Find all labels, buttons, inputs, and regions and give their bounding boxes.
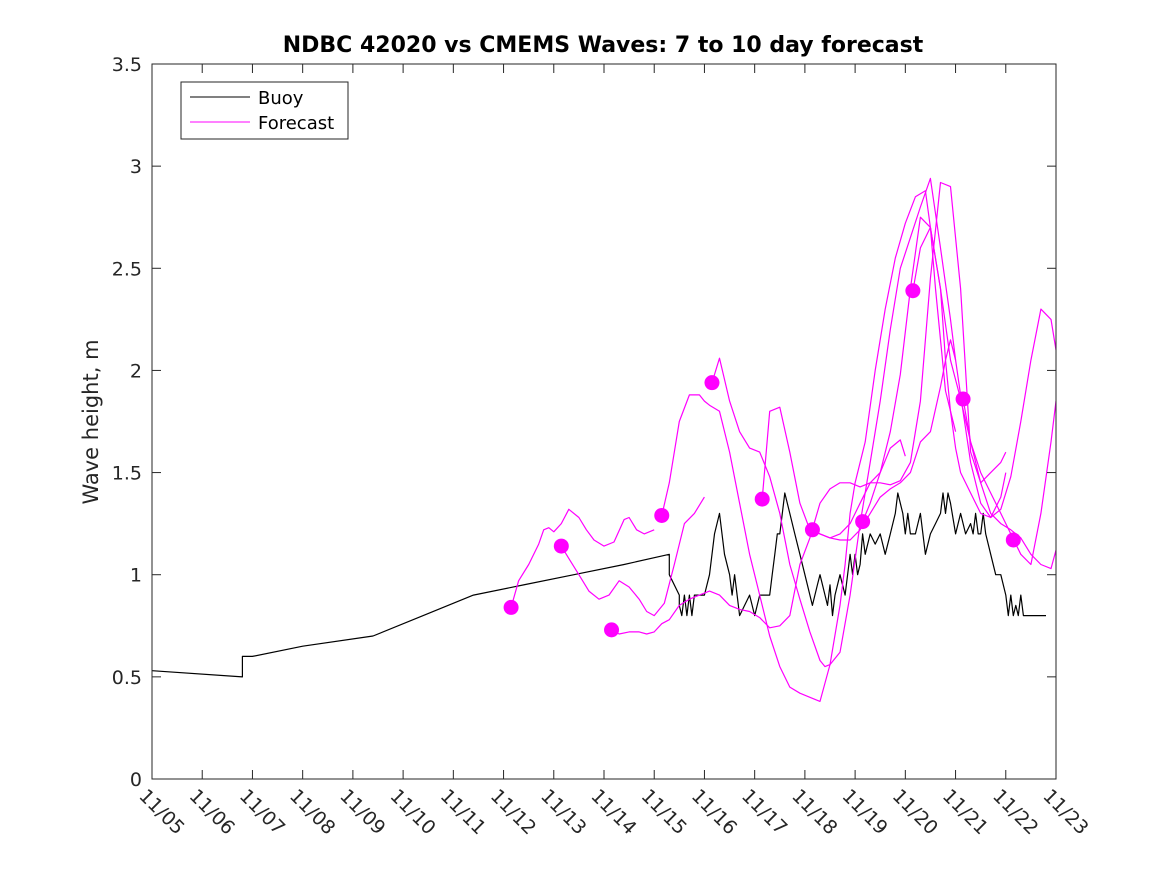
forecast-start-marker <box>905 283 921 299</box>
forecast-start-marker <box>955 391 971 407</box>
y-tick-label: 3 <box>130 156 142 178</box>
forecast-start-marker <box>804 522 820 538</box>
forecast-start-marker <box>654 507 670 523</box>
forecast-series-line <box>661 190 957 703</box>
forecast-start-marker <box>604 622 620 638</box>
plot-area <box>152 177 1056 703</box>
forecast-start-marker <box>704 375 720 391</box>
forecast-series-line <box>912 226 1056 519</box>
y-tick-label: 3.5 <box>112 54 142 76</box>
y-axis-label: Wave height, m <box>79 339 103 504</box>
y-tick-label: 0 <box>130 769 142 791</box>
forecast-series-line <box>761 339 1007 541</box>
forecast-start-marker <box>855 514 871 530</box>
forecast-series-line <box>560 496 705 617</box>
forecast-start-marker <box>754 491 770 507</box>
forecast-start-marker <box>1005 532 1021 548</box>
forecast-series-line <box>962 398 1056 566</box>
y-tick-label: 1.5 <box>112 463 142 485</box>
buoy-series-line <box>152 492 1046 678</box>
forecast-series-line <box>510 508 655 608</box>
chart-title: NDBC 42020 vs CMEMS Waves: 7 to 10 day f… <box>283 33 924 58</box>
forecast-series-line <box>812 181 1007 539</box>
legend-box <box>180 81 349 140</box>
forecast-series-line <box>611 439 906 635</box>
y-tick-label: 2 <box>130 360 142 382</box>
legend-forecast-label: Forecast <box>258 113 334 134</box>
forecast-start-marker <box>553 538 569 554</box>
forecast-series-line <box>711 177 957 668</box>
legend-buoy-label: Buoy <box>258 88 304 109</box>
legend: Buoy Forecast <box>180 81 349 140</box>
y-tick-label: 1 <box>130 565 142 587</box>
y-tick-label: 2.5 <box>112 258 142 280</box>
forecast-start-marker <box>503 599 519 615</box>
y-tick-label: 0.5 <box>112 667 142 689</box>
